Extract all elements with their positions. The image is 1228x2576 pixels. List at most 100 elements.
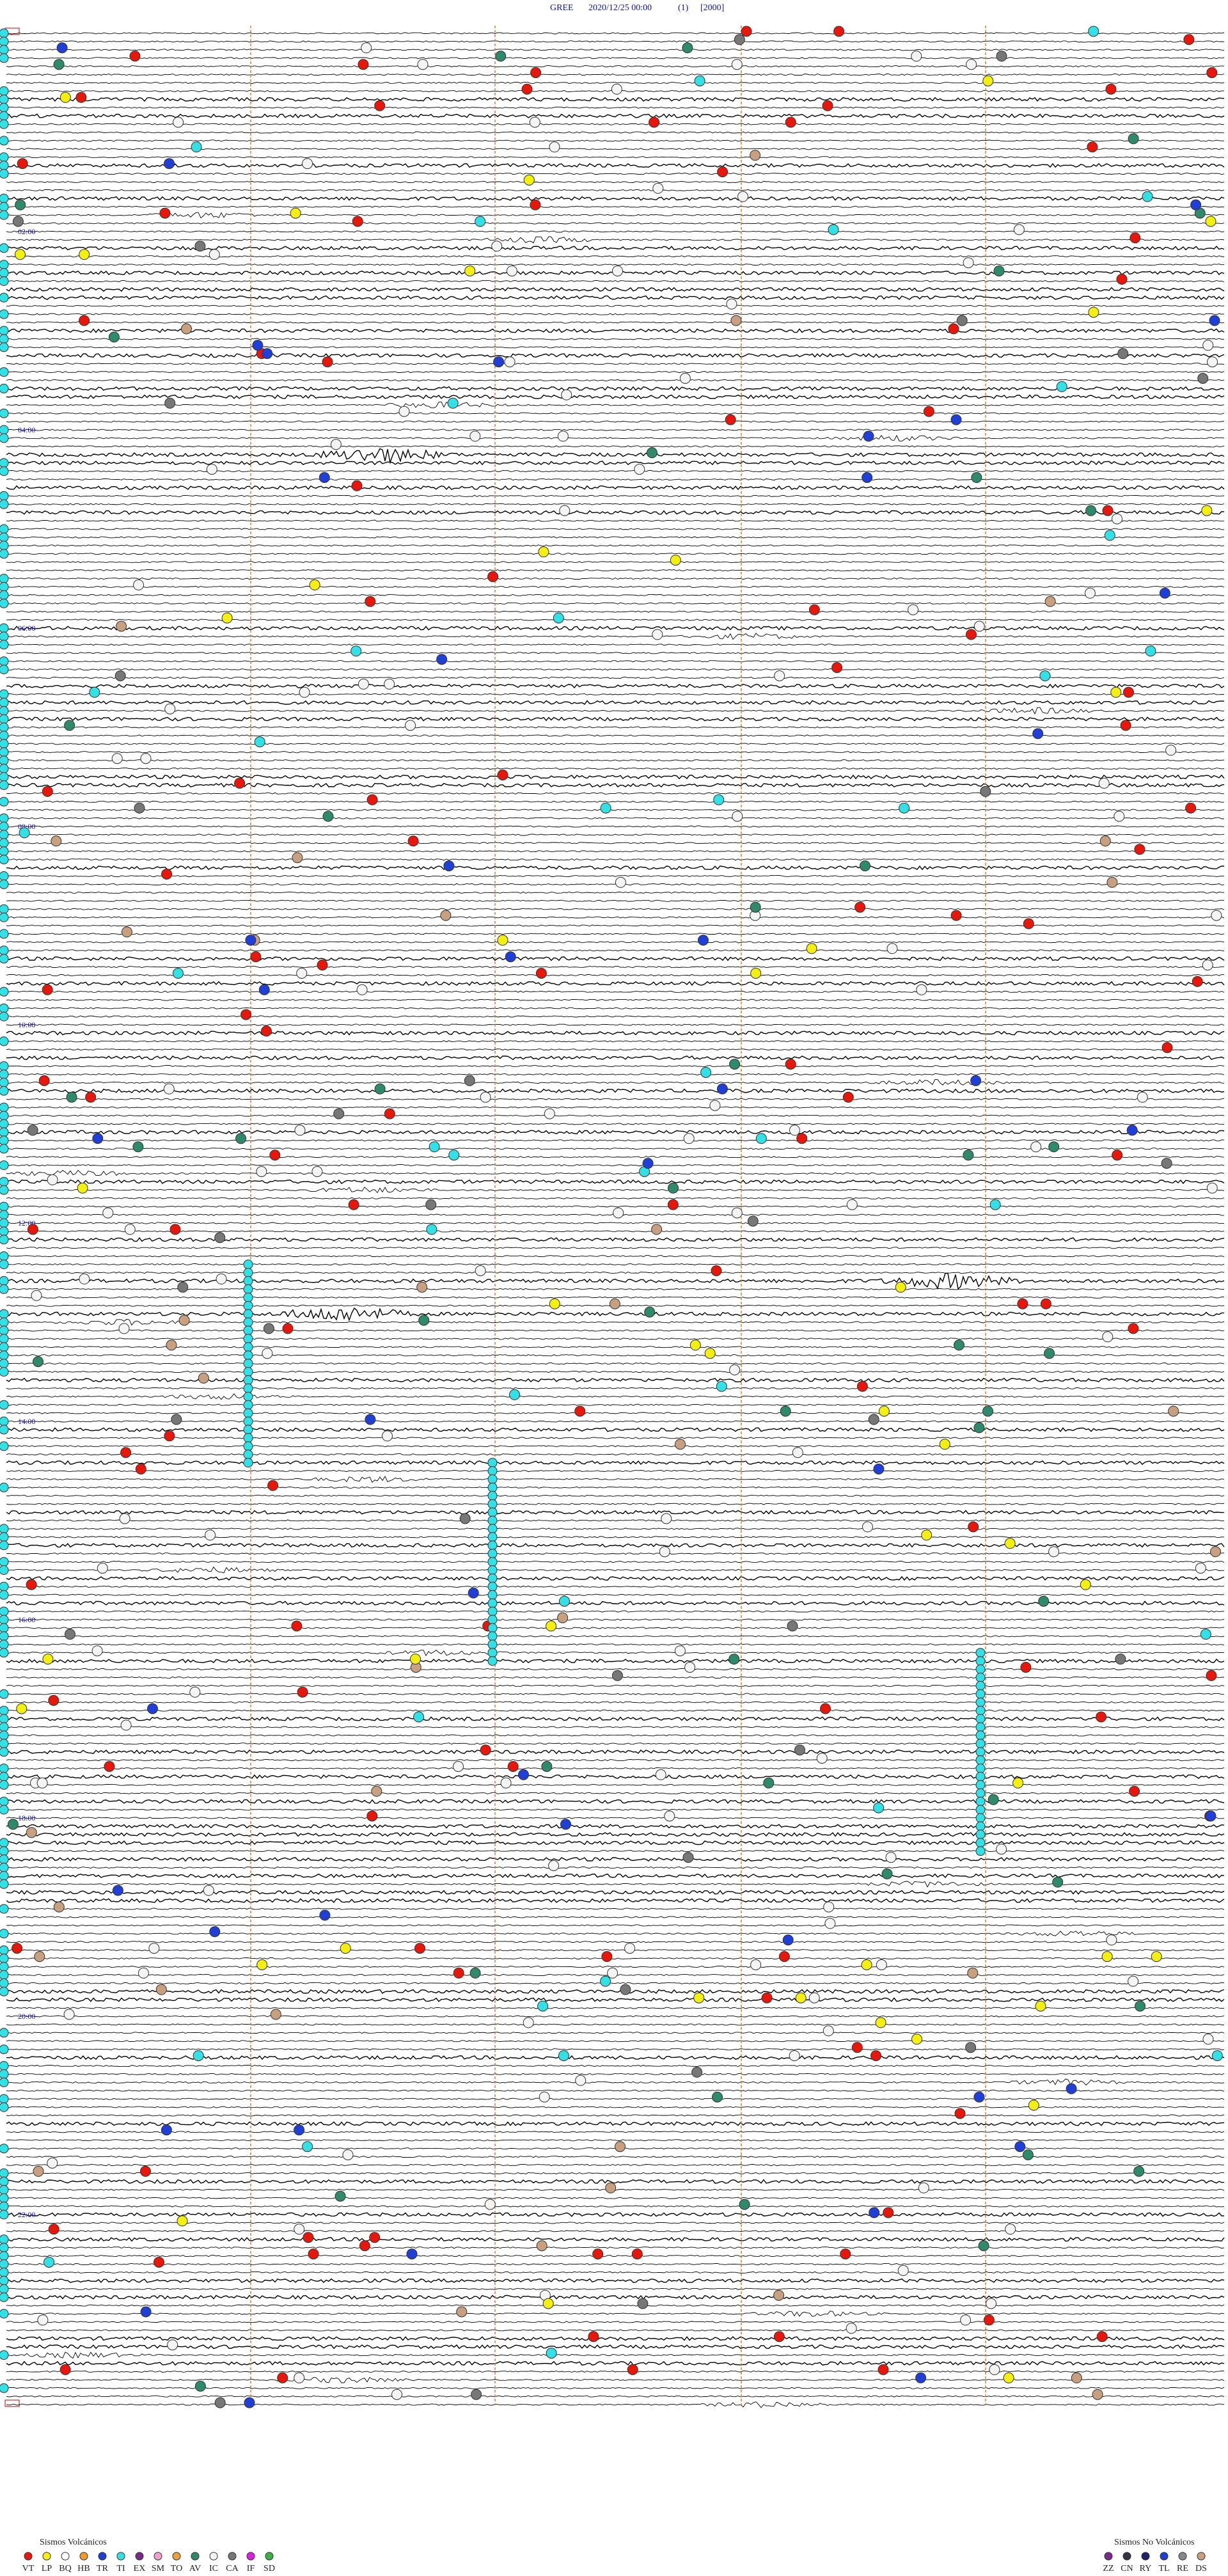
event [842, 1091, 854, 1103]
legend-marker [1178, 2552, 1187, 2561]
event [374, 100, 386, 111]
trace [6, 2106, 1224, 2108]
trace [6, 1403, 1225, 1406]
event [592, 2248, 604, 2260]
event [302, 2141, 313, 2153]
event [975, 1771, 986, 1782]
legend-title: Sismos Volcánicos [40, 2538, 107, 2547]
event [258, 984, 270, 995]
event [549, 1298, 560, 1309]
event [1137, 1091, 1148, 1103]
trace [6, 1007, 1225, 1009]
event [886, 943, 898, 954]
trace [6, 1561, 1225, 1563]
event [0, 2193, 9, 2203]
event [359, 2240, 370, 2252]
event [975, 1755, 986, 1766]
event [975, 1656, 986, 1666]
event [216, 1273, 227, 1284]
event [975, 1648, 986, 1658]
trace [6, 899, 1225, 902]
event [1096, 1711, 1107, 1723]
event [823, 2025, 834, 2037]
event [405, 720, 416, 731]
event [0, 1359, 9, 1369]
event [980, 786, 991, 797]
trace [6, 774, 1225, 780]
trace [6, 1543, 1225, 1548]
event [1023, 918, 1034, 929]
event [0, 1565, 9, 1575]
event [487, 1458, 498, 1468]
event [774, 670, 785, 681]
event [646, 447, 657, 459]
event [782, 1934, 794, 1946]
event [0, 136, 9, 146]
event [491, 241, 503, 252]
event [0, 433, 9, 443]
event [244, 2397, 255, 2408]
trace [6, 1684, 1225, 1687]
event [873, 1464, 885, 1474]
event [0, 466, 9, 477]
trace [6, 1949, 1225, 1952]
event [728, 1654, 740, 1665]
event [794, 1744, 805, 1756]
trace [6, 2395, 1225, 2398]
event [134, 802, 145, 814]
event [0, 574, 9, 583]
event [649, 116, 660, 128]
event [0, 94, 9, 104]
event [0, 342, 9, 352]
event [398, 406, 410, 417]
trace [6, 1898, 1225, 1903]
event [1088, 26, 1099, 37]
event [787, 1620, 798, 1632]
legend-label: RE [1177, 2564, 1188, 2573]
legend-marker [209, 2552, 218, 2561]
event [487, 1581, 498, 1592]
trace [6, 1510, 1225, 1515]
event [480, 1091, 491, 1103]
event [684, 1662, 696, 1673]
event [459, 1513, 471, 1524]
trace [6, 113, 1225, 118]
event [965, 2042, 977, 2053]
event [361, 42, 372, 54]
event [243, 1359, 253, 1369]
event [48, 2224, 59, 2235]
event [732, 810, 743, 822]
legend-label: TR [97, 2564, 109, 2573]
event [963, 1150, 974, 1161]
event [0, 1764, 9, 1773]
time-label: 06:00 [18, 624, 35, 633]
event [0, 755, 9, 766]
trace [6, 759, 1225, 762]
legend-marker [228, 2552, 237, 2561]
trace [6, 205, 1225, 208]
trace [6, 2329, 1225, 2332]
event [487, 571, 499, 582]
trace [6, 544, 1225, 547]
trace [6, 2114, 1225, 2117]
event [1035, 2000, 1046, 2012]
event [487, 1549, 498, 1559]
trace [6, 2163, 1225, 2167]
trace [6, 370, 1225, 374]
event [878, 2364, 889, 2375]
legend-label: ZZ [1103, 2564, 1114, 2573]
event [1013, 224, 1025, 235]
event [1142, 191, 1153, 202]
event [191, 141, 202, 153]
time-label: 04:00 [18, 425, 35, 434]
event [172, 968, 184, 979]
event [1211, 2050, 1223, 2062]
event [1135, 2000, 1145, 2012]
event [155, 1984, 167, 1995]
trace [6, 1742, 1225, 1745]
event [820, 1703, 831, 1714]
event [773, 2289, 785, 2301]
event [1202, 340, 1214, 351]
event [1195, 1563, 1206, 1574]
event [487, 1590, 498, 1600]
